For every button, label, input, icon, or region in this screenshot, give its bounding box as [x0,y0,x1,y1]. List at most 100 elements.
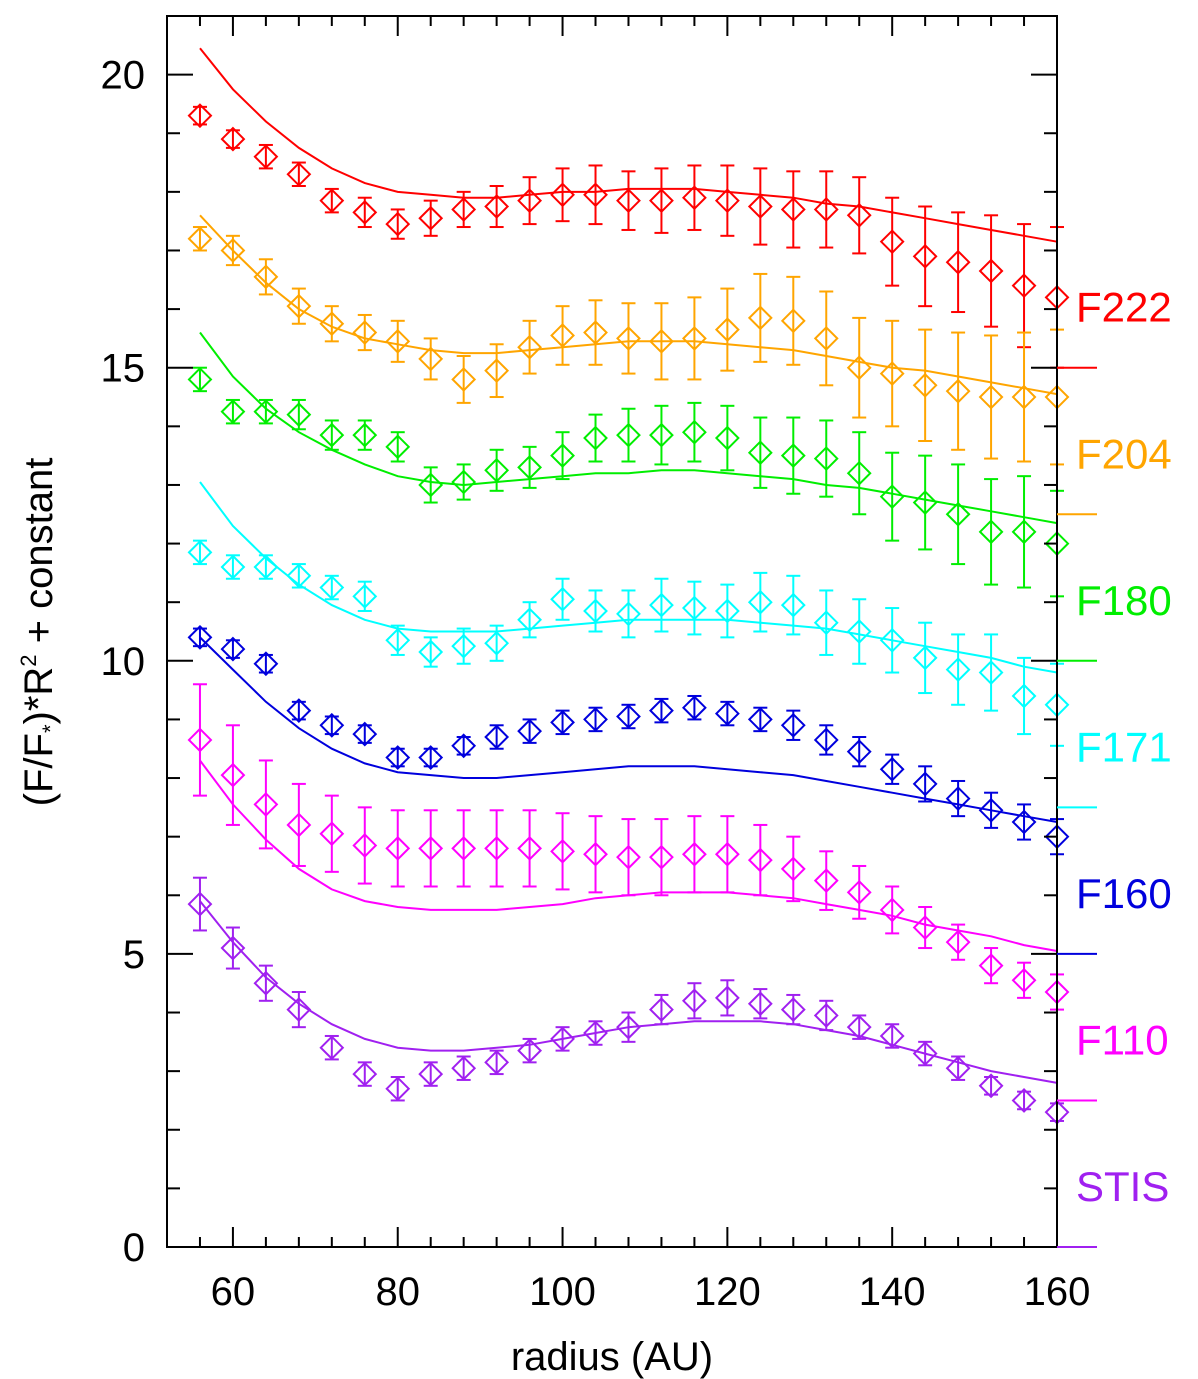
data-point [583,1020,608,1046]
data-point [780,997,806,1023]
data-point [352,583,378,609]
data-point [319,575,345,600]
data-point [220,399,246,425]
data-point [813,727,839,753]
data-point [451,197,477,222]
data-point [484,194,510,219]
x-axis-label: radius (AU) [511,1335,713,1379]
data-point [286,997,312,1023]
data-point [1011,967,1037,993]
data-point [451,469,477,495]
data-point [747,305,773,331]
data-point [418,639,444,665]
data-point [649,188,674,214]
data-point [352,422,378,448]
data-point [1011,683,1037,709]
data-point [286,161,312,187]
data-point [813,1003,839,1028]
data-point [879,229,905,255]
data-point [681,695,707,721]
data-point [583,425,608,451]
data-point [319,1035,345,1061]
data-point [780,856,806,882]
data-point [187,624,213,650]
data-point [451,1055,477,1081]
x-tick-label: 80 [375,1270,420,1314]
data-point [649,592,674,618]
legend-layer: F222 F204 F180 F171 F160 F110 STIS [1057,284,1172,1248]
data-point [187,367,213,392]
data-point [418,205,444,231]
data-point [714,701,740,726]
model-line-f180 [199,331,1058,525]
legend-label-f110: F110 [1076,1016,1169,1063]
data-point [385,627,411,653]
y-axis-label-sup: 2 [16,654,41,666]
data-point [747,707,773,732]
data-point [220,554,246,580]
labels-layer: 60 80 100 120 140 160 0 5 10 15 20 [101,54,1091,1314]
data-point [747,440,773,466]
data-point [517,835,543,861]
data-point [187,727,213,753]
x-tick-label: 60 [211,1270,256,1314]
data-point [879,484,905,510]
data-point [879,756,905,782]
data-point [319,821,345,847]
data-point [253,651,279,677]
data-point [319,311,345,337]
data-point [846,1014,872,1040]
data-point [220,636,246,662]
data-point [616,188,641,214]
data-point [352,320,378,345]
data-point [484,358,510,384]
data-point [616,601,641,627]
y-axis-label: (F/F*)*R2 + constant [16,458,63,807]
data-point [846,739,872,765]
y-axis-label-sub: * [38,724,63,733]
data-point [813,446,839,471]
data-point [813,197,839,222]
data-point [1011,519,1037,545]
data-point [714,317,740,343]
data-point [187,539,213,565]
data-point [220,762,246,788]
data-point [319,188,345,214]
data-point [484,724,510,750]
data-point [879,627,905,653]
data-point [681,325,707,351]
data-point [912,243,938,269]
data-point [385,211,411,237]
data-point [352,1061,378,1087]
data-point [912,490,938,515]
data-point [714,985,740,1011]
data-point [978,258,1004,284]
data-point [187,891,213,917]
data-point [813,868,839,894]
y-tick-label: 5 [123,933,145,977]
data-point [484,1049,510,1075]
data-point [714,425,740,451]
data-point [945,786,971,811]
data-point [846,879,872,905]
data-point [220,238,246,263]
data-point [583,841,608,867]
data-point [418,745,444,770]
data-point [517,188,543,214]
data-point [780,197,806,222]
data-point [385,1076,411,1102]
data-point [286,293,312,319]
data-point [451,733,477,759]
data-point [945,501,971,527]
data-point [187,103,213,129]
data-point [286,698,312,724]
data-point [451,835,477,861]
data-point [978,384,1004,410]
data-point [912,645,938,671]
data-point [912,771,938,797]
data-point [846,619,872,644]
data-point [780,308,806,334]
y-tick-label: 20 [101,54,146,98]
data-point [220,935,246,961]
data-point [451,367,477,392]
